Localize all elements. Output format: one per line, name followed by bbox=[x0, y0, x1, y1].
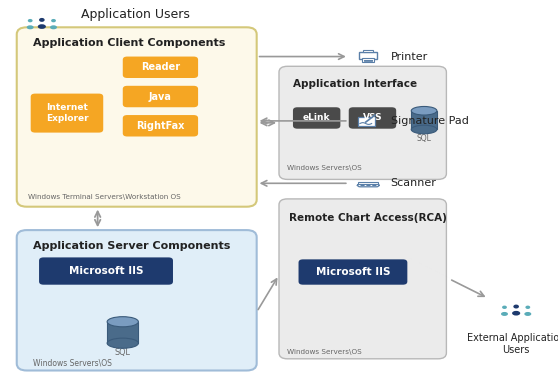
FancyBboxPatch shape bbox=[123, 86, 198, 107]
Ellipse shape bbox=[501, 312, 508, 316]
Ellipse shape bbox=[525, 312, 531, 316]
Circle shape bbox=[513, 305, 519, 308]
FancyBboxPatch shape bbox=[279, 66, 446, 179]
Text: Printer: Printer bbox=[391, 51, 428, 62]
Circle shape bbox=[502, 306, 507, 309]
Text: Internet
Explorer: Internet Explorer bbox=[46, 103, 88, 123]
Text: Windows Servers\OS: Windows Servers\OS bbox=[33, 359, 112, 368]
Circle shape bbox=[51, 19, 56, 22]
Text: RightFax: RightFax bbox=[136, 121, 185, 131]
Text: VSS: VSS bbox=[363, 113, 382, 122]
FancyBboxPatch shape bbox=[123, 115, 198, 136]
FancyBboxPatch shape bbox=[358, 184, 379, 187]
Text: Microsoft IIS: Microsoft IIS bbox=[316, 267, 390, 277]
Text: Application Users: Application Users bbox=[81, 8, 190, 21]
Circle shape bbox=[39, 18, 45, 22]
FancyBboxPatch shape bbox=[299, 259, 407, 285]
Text: Windows Terminal Servers\Workstation OS: Windows Terminal Servers\Workstation OS bbox=[28, 194, 181, 200]
Polygon shape bbox=[107, 322, 138, 343]
Ellipse shape bbox=[38, 24, 46, 29]
FancyBboxPatch shape bbox=[293, 107, 340, 129]
FancyBboxPatch shape bbox=[358, 117, 375, 126]
FancyBboxPatch shape bbox=[363, 58, 374, 62]
Ellipse shape bbox=[411, 106, 437, 115]
Text: Scanner: Scanner bbox=[391, 178, 436, 188]
FancyBboxPatch shape bbox=[363, 50, 373, 53]
Text: SQL: SQL bbox=[417, 134, 431, 143]
Text: Application Server Components: Application Server Components bbox=[33, 241, 231, 251]
FancyBboxPatch shape bbox=[39, 257, 173, 285]
Text: Windows Servers\OS: Windows Servers\OS bbox=[287, 165, 362, 172]
FancyBboxPatch shape bbox=[17, 27, 257, 207]
Text: Java: Java bbox=[149, 92, 172, 101]
Ellipse shape bbox=[107, 338, 138, 348]
Circle shape bbox=[28, 19, 32, 22]
Ellipse shape bbox=[107, 317, 138, 327]
Polygon shape bbox=[411, 111, 437, 129]
Text: SQL: SQL bbox=[115, 348, 131, 357]
FancyBboxPatch shape bbox=[31, 94, 103, 133]
Text: Signature Pad: Signature Pad bbox=[391, 116, 469, 126]
Text: eLink: eLink bbox=[303, 113, 330, 122]
Circle shape bbox=[526, 306, 530, 309]
Text: Remote Chart Access(RCA): Remote Chart Access(RCA) bbox=[289, 213, 447, 223]
FancyBboxPatch shape bbox=[358, 182, 378, 184]
Text: Windows Servers\OS: Windows Servers\OS bbox=[287, 349, 362, 355]
FancyBboxPatch shape bbox=[123, 57, 198, 78]
FancyBboxPatch shape bbox=[17, 230, 257, 370]
Text: Microsoft IIS: Microsoft IIS bbox=[69, 266, 143, 276]
Ellipse shape bbox=[50, 25, 57, 29]
Text: Reader: Reader bbox=[141, 62, 180, 72]
FancyBboxPatch shape bbox=[359, 53, 378, 59]
FancyBboxPatch shape bbox=[349, 107, 396, 129]
Ellipse shape bbox=[512, 311, 520, 316]
Text: Application Interface: Application Interface bbox=[293, 79, 417, 89]
Ellipse shape bbox=[27, 25, 33, 29]
FancyBboxPatch shape bbox=[279, 199, 446, 359]
Text: Application Client Components: Application Client Components bbox=[33, 38, 226, 48]
Text: External Application
Users: External Application Users bbox=[467, 333, 558, 355]
Ellipse shape bbox=[411, 125, 437, 134]
